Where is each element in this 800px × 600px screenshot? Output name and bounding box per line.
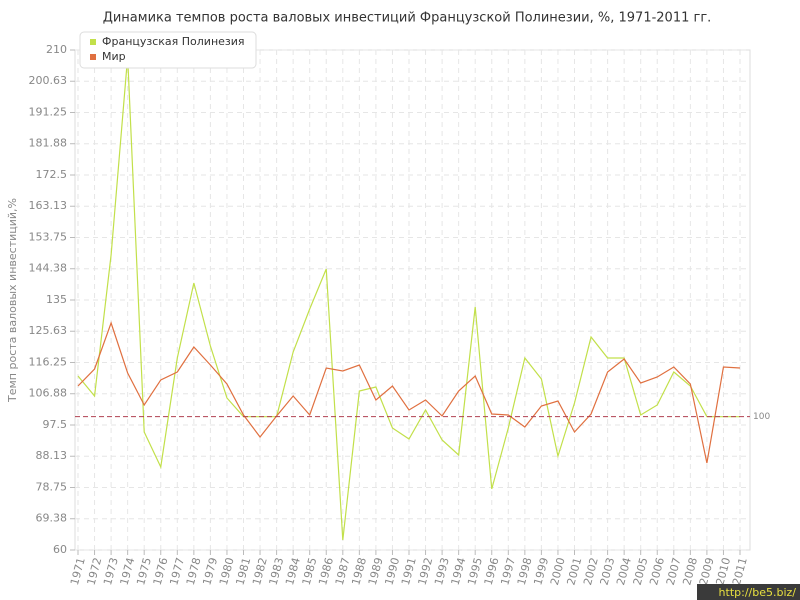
y-tick-label: 135 xyxy=(46,293,67,306)
y-axis-label: Темп роста валовых инвестиций,% xyxy=(6,198,19,403)
y-tick-label: 163.13 xyxy=(29,199,68,212)
y-tick-label: 88.13 xyxy=(36,449,68,462)
x-tick-label: 2011 xyxy=(730,556,750,586)
legend-label: Мир xyxy=(102,50,126,63)
y-tick-label: 172.5 xyxy=(36,168,68,181)
legend-marker xyxy=(90,54,96,60)
legend-label: Французская Полинезия xyxy=(102,35,245,48)
y-tick-label: 210 xyxy=(46,43,67,56)
y-tick-label: 97.5 xyxy=(43,418,68,431)
series-line xyxy=(77,56,740,541)
y-tick-label: 106.88 xyxy=(29,387,68,400)
reference-label: 100 xyxy=(753,412,770,422)
y-tick-label: 200.63 xyxy=(29,74,68,87)
y-tick-label: 153.75 xyxy=(29,231,68,244)
chart-title: Динамика темпов роста валовых инвестиций… xyxy=(103,11,712,26)
legend-box xyxy=(79,31,257,69)
y-tick-label: 125.63 xyxy=(29,324,68,337)
y-tick-label: 69.38 xyxy=(36,512,68,525)
legend-marker xyxy=(90,39,96,45)
watermark-bg xyxy=(697,584,800,600)
series-line xyxy=(77,321,741,464)
y-tick-label: 144.38 xyxy=(29,262,68,275)
y-tick-label: 78.75 xyxy=(36,481,68,494)
y-tick-label: 181.88 xyxy=(29,137,68,150)
watermark: http://be5.biz/ xyxy=(719,586,797,599)
y-tick-label: 116.25 xyxy=(29,356,68,369)
y-tick-label: 60 xyxy=(53,543,67,556)
y-tick-label: 191.25 xyxy=(29,106,68,119)
